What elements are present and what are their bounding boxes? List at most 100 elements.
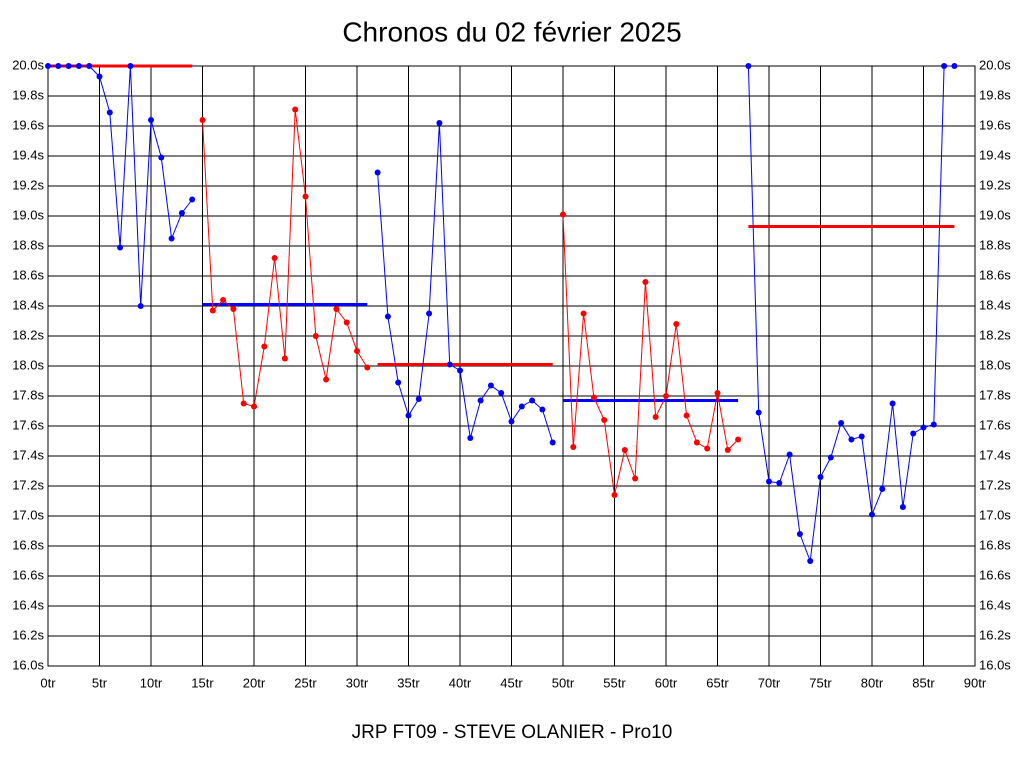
x-tick-label: 65tr xyxy=(706,675,729,690)
y-tick-label: 19.4s xyxy=(12,147,44,162)
y2-tick-label: 17.8s xyxy=(979,387,1011,402)
plot-border xyxy=(47,65,976,667)
x-tick-label: 0tr xyxy=(40,675,56,690)
y-tick-label: 18.6s xyxy=(12,267,44,282)
lap-point xyxy=(364,364,371,371)
lap-point xyxy=(683,412,690,419)
lap-point xyxy=(920,424,927,431)
y-tick-label: 18.4s xyxy=(12,297,44,312)
x-tick-label: 25tr xyxy=(294,675,317,690)
lap-point xyxy=(426,310,433,317)
lap-point xyxy=(570,444,577,450)
lap-point xyxy=(858,433,865,440)
y-tick-label: 19.0s xyxy=(12,207,44,222)
lap-point xyxy=(405,412,412,419)
y2-tick-label: 18.2s xyxy=(979,327,1011,342)
y-tick-label: 20.0s xyxy=(12,57,44,72)
lap-point xyxy=(436,120,443,126)
y-tick-label: 19.6s xyxy=(12,117,44,132)
series-line xyxy=(562,214,739,496)
lap-point xyxy=(220,297,227,303)
lap-point xyxy=(178,210,185,216)
lap-point xyxy=(323,376,330,383)
lap-point xyxy=(673,321,680,327)
x-tick-label: 40tr xyxy=(449,675,472,690)
lap-point xyxy=(632,475,639,482)
lap-point xyxy=(251,403,257,410)
lap-point xyxy=(106,109,113,116)
lap-point xyxy=(446,361,453,368)
lap-point xyxy=(848,436,855,443)
y2-tick-label: 18.8s xyxy=(979,237,1011,252)
lap-point xyxy=(343,319,350,326)
lap-point xyxy=(189,196,196,203)
lap-point xyxy=(240,400,247,407)
lap-point xyxy=(384,313,391,320)
lap-point xyxy=(467,435,474,441)
x-tick-label: 45tr xyxy=(500,675,523,690)
x-tick-label: 5tr xyxy=(92,675,108,690)
lap-point xyxy=(487,382,494,389)
lap-point xyxy=(518,403,525,410)
y-tick-label: 18.8s xyxy=(12,237,44,252)
y-tick-label: 19.8s xyxy=(12,87,44,102)
y2-tick-label: 16.2s xyxy=(979,627,1011,642)
lap-point xyxy=(827,454,834,461)
lap-point xyxy=(704,445,711,452)
lap-point xyxy=(281,355,288,362)
lap-point xyxy=(529,397,536,404)
y-tick-label: 17.2s xyxy=(12,477,44,492)
lap-point xyxy=(642,279,649,285)
y-tick-label: 16.8s xyxy=(12,537,44,552)
lap-point xyxy=(621,447,628,453)
lap-point xyxy=(755,409,762,416)
y-tick-label: 17.8s xyxy=(12,387,44,402)
lap-point xyxy=(807,558,814,564)
y2-tick-label: 16.8s xyxy=(979,537,1011,552)
lap-point xyxy=(899,504,906,510)
lap-point xyxy=(230,306,237,312)
y2-tick-label: 16.4s xyxy=(979,597,1011,612)
x-tick-label: 60tr xyxy=(655,675,678,690)
lap-point xyxy=(796,531,803,537)
y2-tick-label: 18.4s xyxy=(979,297,1011,312)
lap-point xyxy=(292,106,299,113)
y-tick-label: 17.0s xyxy=(12,507,44,522)
y-tick-label: 16.0s xyxy=(12,657,44,672)
x-tick-label: 70tr xyxy=(758,675,781,690)
y-tick-label: 16.4s xyxy=(12,597,44,612)
lap-point xyxy=(498,390,505,396)
lap-point xyxy=(137,303,144,309)
lap-point xyxy=(457,367,463,374)
chart-footer: JRP FT09 - STEVE OLANIER - Pro10 xyxy=(352,722,673,743)
y2-tick-label: 19.6s xyxy=(979,117,1011,132)
lap-point xyxy=(199,117,206,123)
y2-tick-label: 16.6s xyxy=(979,567,1011,582)
y-tick-label: 16.2s xyxy=(12,627,44,642)
y-tick-label: 16.6s xyxy=(12,567,44,582)
lap-point xyxy=(549,439,556,446)
y-tick-label: 18.2s xyxy=(12,327,44,342)
lap-point xyxy=(508,418,515,425)
lap-point xyxy=(560,211,566,218)
x-tick-label: 55tr xyxy=(603,675,626,690)
lap-point xyxy=(879,486,886,492)
y2-tick-label: 18.0s xyxy=(979,357,1011,372)
lap-point xyxy=(786,451,793,458)
lap-point xyxy=(158,154,165,161)
y-tick-label: 19.2s xyxy=(12,177,44,192)
lap-point xyxy=(930,421,937,428)
x-tick-label: 35tr xyxy=(397,675,420,690)
lap-point xyxy=(354,348,360,354)
y2-tick-label: 19.2s xyxy=(979,177,1011,192)
lap-point xyxy=(374,169,381,176)
lap-point xyxy=(941,63,948,69)
lap-point xyxy=(776,480,783,486)
y2-tick-label: 17.6s xyxy=(979,417,1011,432)
lap-point xyxy=(539,406,546,413)
lap-point xyxy=(65,63,72,69)
lap-point xyxy=(127,63,134,69)
lap-point xyxy=(869,511,875,518)
y2-tick-label: 17.0s xyxy=(979,507,1011,522)
lap-point xyxy=(117,244,124,251)
